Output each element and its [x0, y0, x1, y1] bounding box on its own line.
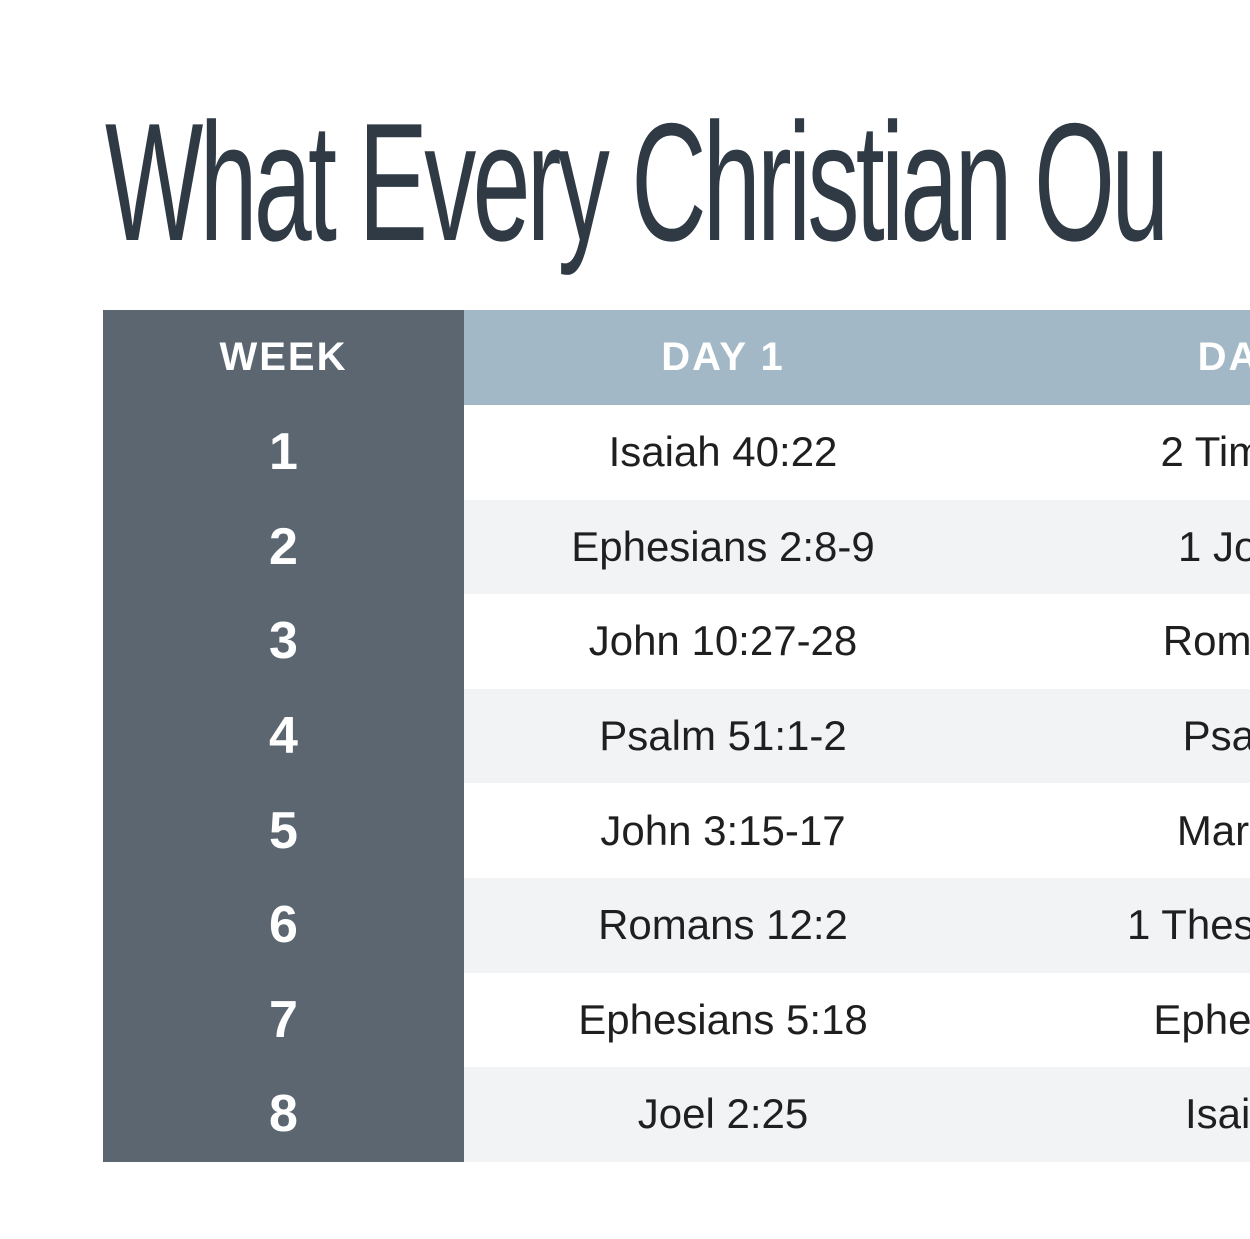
week-number: 4 — [103, 688, 464, 784]
header-day-2: DAY — [982, 310, 1250, 405]
day-1-reading: John 10:27-28 — [464, 594, 982, 689]
day-1-reading: Psalm 51:1-2 — [464, 688, 982, 784]
week-number: 6 — [103, 877, 464, 973]
week-number: 5 — [103, 783, 464, 878]
day-1-reading: John 3:15-17 — [464, 783, 982, 878]
day-1-reading: Joel 2:25 — [464, 1067, 982, 1162]
week-number: 3 — [103, 594, 464, 689]
day-2-reading: Ephesian — [982, 972, 1250, 1068]
table-grid: WEEK DAY 1 DAY 1 Isaiah 40:22 2 Timoth 2… — [103, 310, 1250, 1162]
day-1-reading: Romans 12:2 — [464, 877, 982, 973]
header-day-1: DAY 1 — [464, 310, 982, 405]
week-number: 7 — [103, 972, 464, 1068]
week-number: 2 — [103, 499, 464, 595]
week-number: 8 — [103, 1067, 464, 1162]
page-title: What Every Christian Ou — [105, 88, 1169, 276]
day-1-reading: Ephesians 2:8-9 — [464, 499, 982, 595]
day-1-reading: Isaiah 40:22 — [464, 405, 982, 500]
day-2-reading: Psalm — [982, 688, 1250, 784]
reading-plan-table: WEEK DAY 1 DAY 1 Isaiah 40:22 2 Timoth 2… — [103, 310, 1250, 1162]
day-2-reading: 1 John — [982, 499, 1250, 595]
day-2-reading: Romans — [982, 594, 1250, 689]
day-1-reading: Ephesians 5:18 — [464, 972, 982, 1068]
day-2-reading: Mark 1 — [982, 783, 1250, 878]
week-number: 1 — [103, 405, 464, 500]
day-2-reading: 2 Timoth — [982, 405, 1250, 500]
day-2-reading: 1 Thessalon — [982, 877, 1250, 973]
header-week: WEEK — [103, 310, 464, 405]
day-2-reading: Isaiah — [982, 1067, 1250, 1162]
